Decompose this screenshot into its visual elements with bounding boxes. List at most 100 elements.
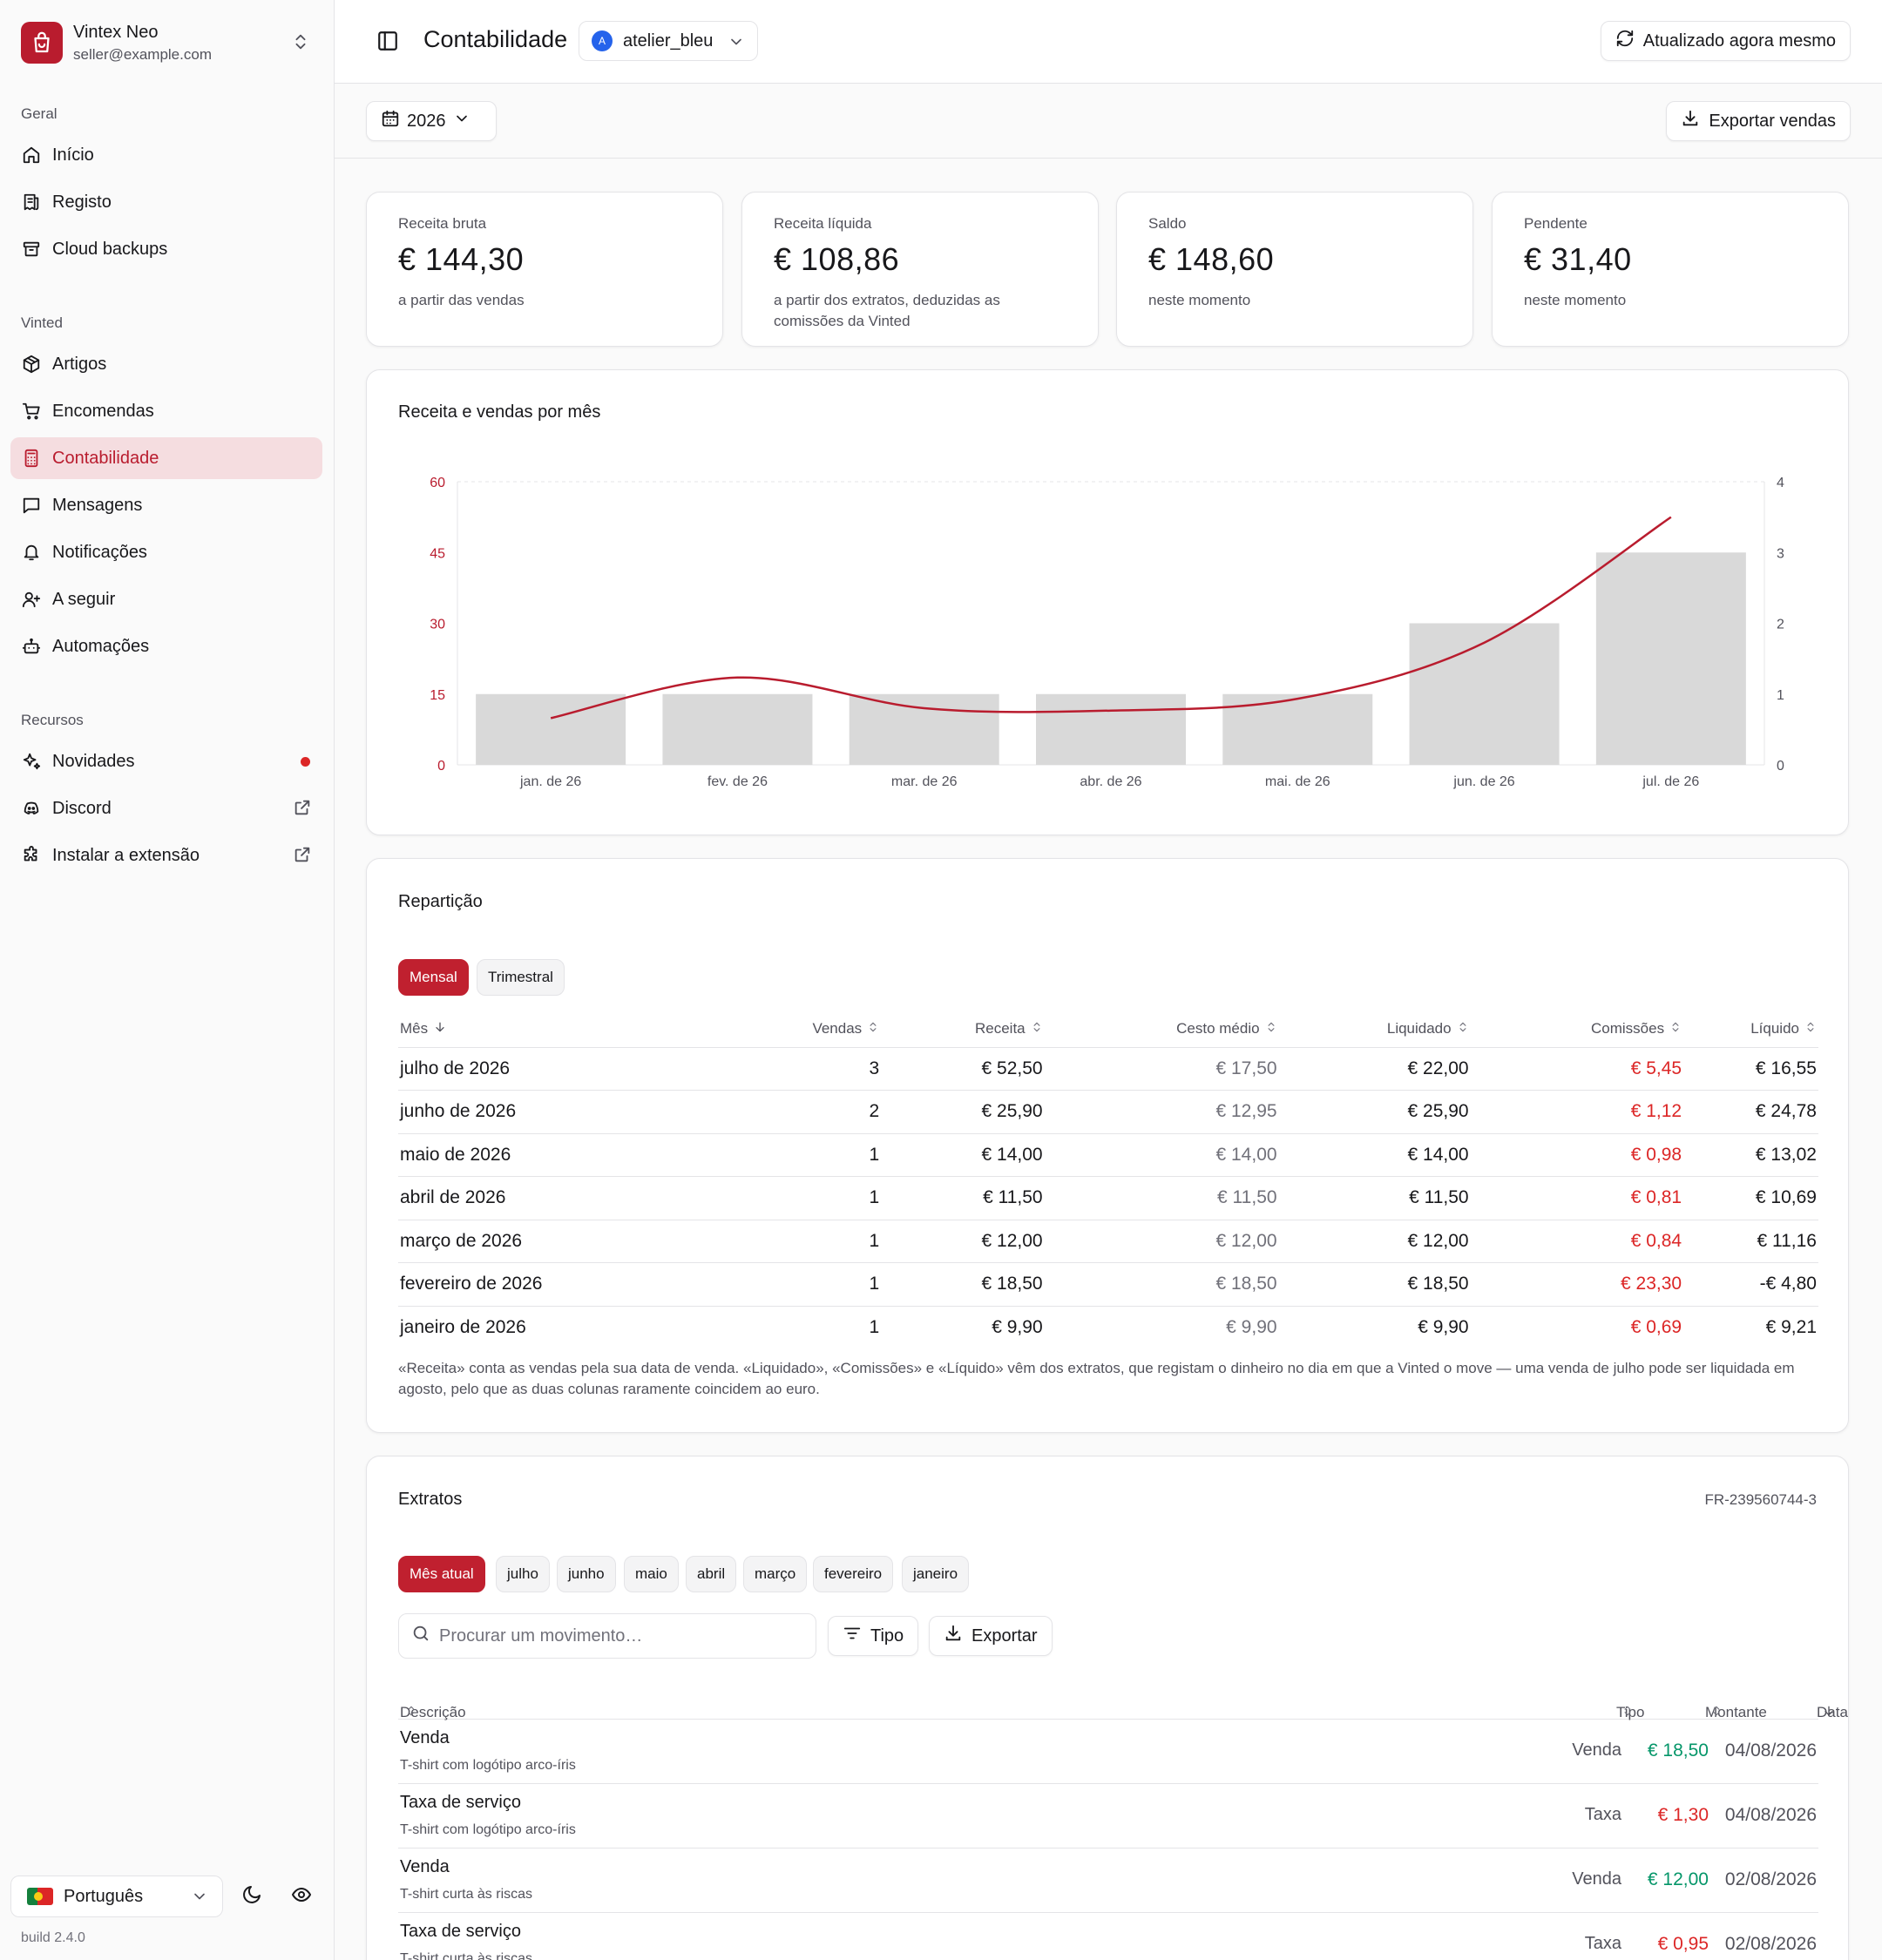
bell-icon: [21, 542, 42, 563]
column-header-liquido[interactable]: Líquido: [1683, 1012, 1818, 1048]
cell-month: julho de 2026: [398, 1047, 740, 1091]
calendar-icon: [381, 109, 400, 133]
sidebar-item-encomendas[interactable]: Encomendas: [10, 390, 322, 432]
language-select[interactable]: Português: [10, 1876, 223, 1917]
tab-mes-atual[interactable]: Mês atual: [398, 1556, 485, 1592]
breakdown-title: Repartição: [398, 892, 483, 911]
sidebar-item-instalar-extensao[interactable]: Instalar a extensão: [10, 835, 322, 876]
download-icon: [1681, 109, 1709, 133]
sidebar-item-discord[interactable]: Discord: [10, 787, 322, 829]
archive-icon: [21, 239, 42, 260]
tab-janeiro[interactable]: janeiro: [902, 1556, 970, 1592]
sidebar-item-a-seguir[interactable]: A seguir: [10, 578, 322, 620]
column-header-receita[interactable]: Receita: [881, 1012, 1045, 1048]
extracts-card: Extratos FR-239560744-3 Mês atual julho …: [366, 1456, 1849, 1960]
sidebar-item-label: Encomendas: [52, 401, 154, 421]
sort-icon: [1457, 1020, 1469, 1038]
tab-maio[interactable]: maio: [624, 1556, 679, 1592]
nav-group-vinted: Vinted: [21, 314, 63, 331]
refresh-button[interactable]: Atualizado agora mesmo: [1600, 21, 1851, 61]
sidebar-toggle-icon[interactable]: [376, 30, 399, 57]
search-input[interactable]: Procurar um movimento…: [398, 1613, 816, 1659]
export-sales-button[interactable]: Exportar vendas: [1666, 101, 1851, 141]
list-item[interactable]: Venda T-shirt curta às riscas Venda € 12…: [398, 1848, 1818, 1913]
page-title: Contabilidade: [423, 26, 568, 52]
x-tick-label: jan. de 26: [519, 774, 581, 789]
discord-icon: [21, 798, 42, 819]
account-name: atelier_bleu: [623, 30, 714, 51]
tab-mensal[interactable]: Mensal: [398, 959, 469, 996]
tab-fevereiro[interactable]: fevereiro: [813, 1556, 894, 1592]
cell-settled: € 22,00: [1278, 1047, 1471, 1091]
chevron-down-icon: [728, 33, 745, 56]
search-placeholder: Procurar um movimento…: [439, 1625, 643, 1646]
cell-sales: 1: [869, 1317, 880, 1337]
list-item[interactable]: Taxa de serviço T-shirt curta às riscas …: [398, 1913, 1818, 1960]
cell-sales: 1: [739, 1133, 882, 1177]
export-button[interactable]: Exportar: [929, 1616, 1053, 1656]
kpi-subtext: a partir dos extratos, deduzidas as comi…: [774, 292, 1000, 329]
cell-avg-basket: € 17,50: [1044, 1047, 1279, 1091]
list-item[interactable]: Taxa de serviço T-shirt com logótipo arc…: [398, 1784, 1818, 1848]
sidebar-item-artigos[interactable]: Artigos: [10, 343, 322, 385]
table-row: fevereiro de 2026 1 € 18,50 € 18,50 € 18…: [398, 1262, 1818, 1307]
cell-month: fevereiro de 2026: [398, 1262, 740, 1307]
tab-trimestral[interactable]: Trimestral: [477, 959, 565, 996]
sort-icon: [1265, 1020, 1277, 1038]
cell-revenue: € 9,90: [992, 1317, 1043, 1337]
table-row: julho de 2026 3 € 52,50 € 17,50 € 22,00 …: [398, 1047, 1818, 1091]
sidebar-item-cloud-backups[interactable]: Cloud backups: [10, 228, 322, 270]
kpi-card-gross-revenue: Receita bruta € 144,30 a partir das vend…: [366, 192, 723, 347]
year-select[interactable]: 2026: [366, 101, 497, 141]
column-header-mes[interactable]: Mês: [398, 1012, 740, 1048]
y-right-tick-label: 4: [1777, 476, 1784, 490]
workspace-switcher[interactable]: Vintex Neo seller@example.com: [21, 21, 317, 64]
transaction-amount: € 1,30: [1657, 1805, 1709, 1825]
sort-icon: [405, 1704, 417, 1722]
cell-commissions: € 23,30: [1470, 1262, 1684, 1307]
cell-revenue: € 25,90: [881, 1090, 1045, 1134]
sidebar-item-registo[interactable]: Registo: [10, 181, 322, 223]
account-avatar: A: [592, 30, 613, 51]
tab-junho[interactable]: junho: [557, 1556, 616, 1592]
breakdown-note: «Receita» conta as vendas pela sua data …: [398, 1360, 1795, 1397]
sidebar-item-inicio[interactable]: Início: [10, 134, 322, 176]
cell-settled: € 11,50: [1278, 1176, 1471, 1220]
tab-abril[interactable]: abril: [686, 1556, 737, 1592]
sidebar-item-mensagens[interactable]: Mensagens: [10, 484, 322, 526]
kpi-subtext: neste momento: [1524, 292, 1627, 308]
transaction-title: Venda: [400, 1728, 450, 1747]
transaction-type: Venda: [1572, 1869, 1621, 1889]
cell-sales: 1: [739, 1262, 882, 1307]
x-tick-label: jun. de 26: [1452, 774, 1514, 789]
sidebar-item-notificacoes[interactable]: Notificações: [10, 531, 322, 573]
sidebar-item-novidades[interactable]: Novidades: [10, 740, 322, 782]
cell-settled: € 18,50: [1278, 1262, 1471, 1307]
transaction-amount: € 0,95: [1657, 1934, 1709, 1954]
privacy-toggle[interactable]: [288, 1883, 315, 1909]
message-icon: [21, 495, 42, 516]
sidebar-item-contabilidade[interactable]: Contabilidade: [10, 437, 322, 479]
column-header-cesto-medio[interactable]: Cesto médio: [1044, 1012, 1279, 1048]
column-header-liquidado[interactable]: Liquidado: [1278, 1012, 1471, 1048]
export-sales-label: Exportar vendas: [1709, 111, 1836, 131]
tab-marco[interactable]: março: [743, 1556, 808, 1592]
table-row: maio de 2026 1 € 14,00 € 14,00 € 14,00 €…: [398, 1133, 1818, 1177]
search-icon: [411, 1624, 439, 1648]
sidebar-item-automacoes[interactable]: Automações: [10, 625, 322, 667]
sidebar-item-label: Cloud backups: [52, 239, 168, 259]
dark-mode-toggle[interactable]: [239, 1883, 265, 1909]
kpi-subtext: neste momento: [1148, 292, 1251, 308]
list-item[interactable]: Venda T-shirt com logótipo arco-íris Ven…: [398, 1720, 1818, 1784]
column-header-comissoes[interactable]: Comissões: [1470, 1012, 1684, 1048]
type-filter-button[interactable]: Tipo: [828, 1616, 919, 1656]
account-select[interactable]: A atelier_bleu: [579, 21, 758, 61]
chart-revenue-line: [550, 516, 1672, 720]
chart-bar: [662, 693, 813, 765]
column-header-vendas[interactable]: Vendas: [739, 1012, 882, 1048]
sort-icon: [1710, 1704, 1723, 1722]
chevrons-up-down-icon: [291, 32, 310, 56]
cell-commissions: € 0,84: [1470, 1220, 1684, 1263]
column-label: Vendas: [812, 1020, 863, 1037]
tab-julho[interactable]: julho: [496, 1556, 550, 1592]
